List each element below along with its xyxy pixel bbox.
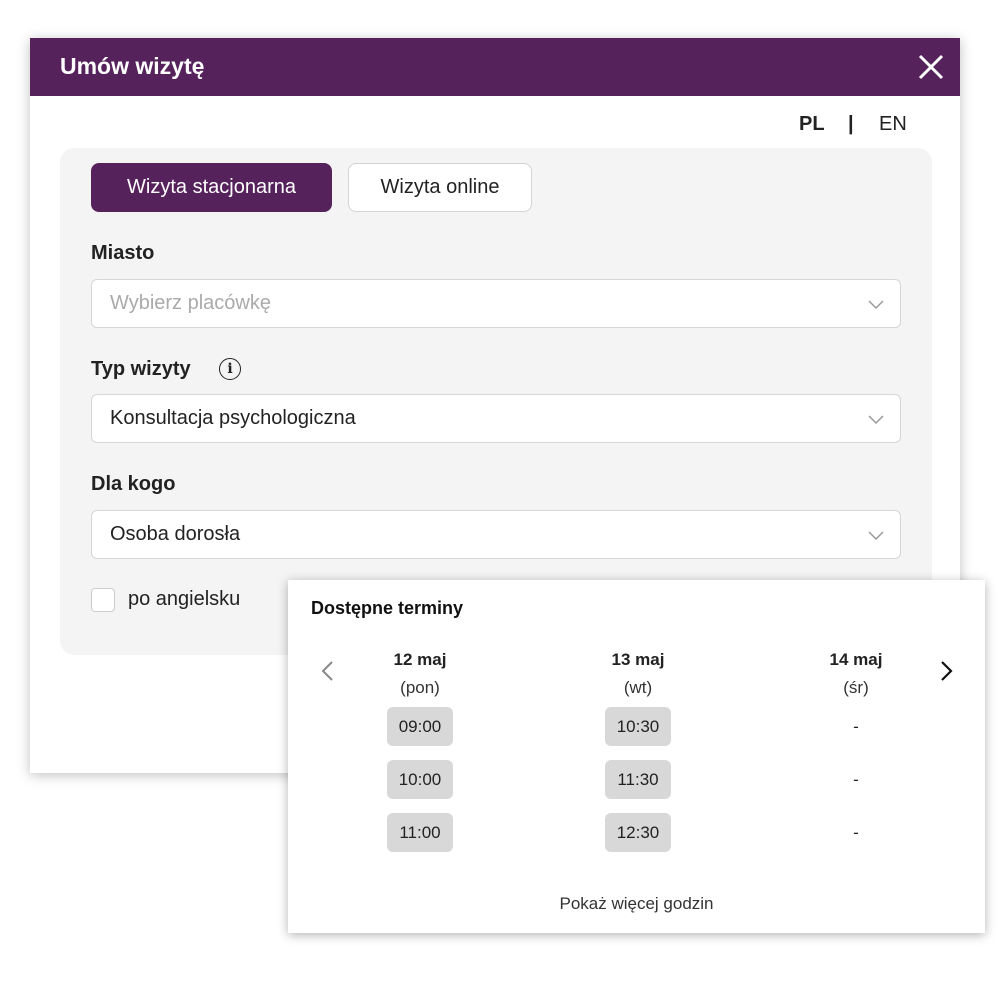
available-slots-popup: Dostępne terminy 12 maj (pon) 09:00 10:0… (288, 580, 985, 933)
lang-pl[interactable]: PL (799, 113, 825, 135)
slots-title: Dostępne terminy (311, 598, 464, 618)
booking-modal: Umów wizytę PL | EN Wizyta stacjonarna W… (30, 38, 960, 773)
city-label: Miasto (91, 242, 155, 264)
time-slot[interactable]: 11:30 (605, 760, 671, 799)
for-whom-value: Osoba dorosła (110, 523, 241, 545)
day-weekday: (śr) (843, 678, 869, 697)
show-more-hours-link[interactable]: Pokaż więcej godzin (559, 894, 714, 913)
time-slot[interactable]: 11:00 (387, 813, 453, 852)
city-select[interactable]: Wybierz placówkę (91, 279, 901, 328)
day-date: 14 maj (829, 650, 883, 669)
day-column: 14 maj (śr) - - - (776, 650, 936, 866)
modal-title: Umów wizytę (60, 53, 205, 79)
visit-type-value: Konsultacja psychologiczna (110, 407, 356, 429)
time-slot[interactable]: 12:30 (604, 813, 672, 852)
time-slot[interactable]: 10:00 (386, 760, 454, 799)
form-panel: Wizyta stacjonarna Wizyta online Miasto … (60, 148, 932, 655)
no-slot: - (853, 823, 859, 842)
no-slot: - (853, 717, 859, 736)
tab-online-visit[interactable]: Wizyta online (348, 163, 532, 212)
visit-type-select[interactable]: Konsultacja psychologiczna (91, 394, 901, 443)
time-slot[interactable]: 09:00 (386, 707, 454, 746)
day-column: 12 maj (pon) 09:00 10:00 11:00 (340, 650, 500, 866)
info-icon[interactable]: i (219, 358, 241, 380)
day-date: 12 maj (393, 650, 447, 669)
chevron-down-icon (868, 415, 884, 425)
visit-type-label: Typ wizyty (91, 358, 191, 380)
chevron-right-icon[interactable] (940, 660, 954, 682)
english-checkbox[interactable] (91, 588, 115, 612)
english-checkbox-label: po angielsku (128, 588, 241, 610)
chevron-down-icon (868, 300, 884, 310)
modal-header: Umów wizytę (30, 38, 960, 96)
no-slot: - (853, 770, 859, 789)
day-date: 13 maj (611, 650, 665, 669)
tab-stationary-visit[interactable]: Wizyta stacjonarna (91, 163, 332, 212)
for-whom-label: Dla kogo (91, 473, 176, 495)
chevron-down-icon (868, 531, 884, 541)
day-weekday: (wt) (623, 678, 653, 697)
time-slot[interactable]: 10:30 (604, 707, 672, 746)
day-column: 13 maj (wt) 10:30 11:30 12:30 (558, 650, 718, 866)
chevron-left-icon[interactable] (320, 660, 334, 682)
lang-separator: | (848, 113, 854, 135)
for-whom-select[interactable]: Osoba dorosła (91, 510, 901, 559)
close-icon[interactable] (916, 52, 946, 82)
day-weekday: (pon) (400, 678, 440, 697)
lang-en[interactable]: EN (879, 113, 907, 135)
city-placeholder: Wybierz placówkę (110, 292, 271, 314)
